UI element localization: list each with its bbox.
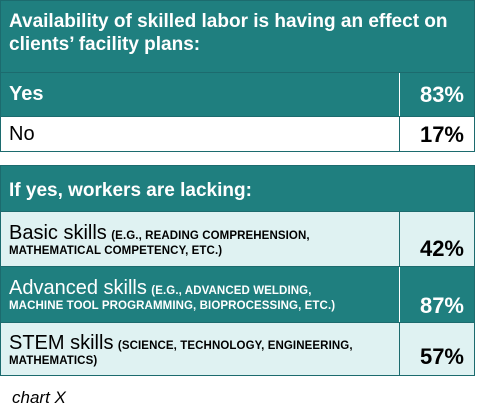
section-1-header: Availability of skilled labor is having …: [1, 1, 474, 72]
table-row-stem-skills: STEM skills (SCIENCE, TECHNOLOGY, ENGINE…: [1, 322, 474, 375]
section-1-title: Availability of skilled labor is having …: [9, 11, 448, 55]
row-label-advanced-skills: Advanced skills: [9, 277, 147, 299]
table-row-yes: Yes 83%: [1, 72, 474, 116]
table-row-no: No 17%: [1, 116, 474, 151]
row-label-no: No: [9, 122, 35, 145]
chart-caption: chart X: [12, 388, 66, 407]
section-2-header: If yes, workers are lacking:: [1, 166, 474, 211]
table-row-basic-skills: Basic skills (E.G., READING COMPREHENSIO…: [1, 211, 474, 266]
row-label-basic-skills: Basic skills: [9, 221, 107, 244]
row-value-basic-skills: 42%: [419, 236, 464, 261]
row-value-advanced-skills: 87%: [419, 293, 464, 318]
row-detail-stem-skills-2: MATHEMATICS): [9, 354, 98, 367]
row-detail-advanced-skills-2: MACHINE TOOL PROGRAMMING, BIOPROCESSING,…: [9, 300, 336, 312]
row-detail-basic-skills-2: MATHEMATICAL COMPETENCY, ETC.): [9, 244, 223, 257]
row-value-yes: 83%: [419, 82, 464, 107]
workers-lacking-table: If yes, workers are lacking: Basic skill…: [0, 165, 475, 376]
table-row-advanced-skills: Advanced skills (E.G., ADVANCED WELDING,…: [1, 266, 474, 322]
row-detail-basic-skills-1: (E.G., READING COMPREHENSION,: [111, 229, 310, 242]
row-label-yes: Yes: [9, 83, 44, 105]
row-detail-advanced-skills-1: (E.G., ADVANCED WELDING,: [151, 285, 312, 297]
row-detail-stem-skills-1: (SCIENCE, TECHNOLOGY, ENGINEERING,: [117, 339, 353, 352]
row-label-stem-skills: STEM skills: [9, 331, 114, 354]
row-value-no: 17%: [419, 122, 464, 147]
row-value-stem-skills: 57%: [419, 344, 464, 369]
skilled-labor-effect-table: Availability of skilled labor is having …: [0, 0, 475, 152]
section-2-title: If yes, workers are lacking:: [9, 180, 252, 201]
